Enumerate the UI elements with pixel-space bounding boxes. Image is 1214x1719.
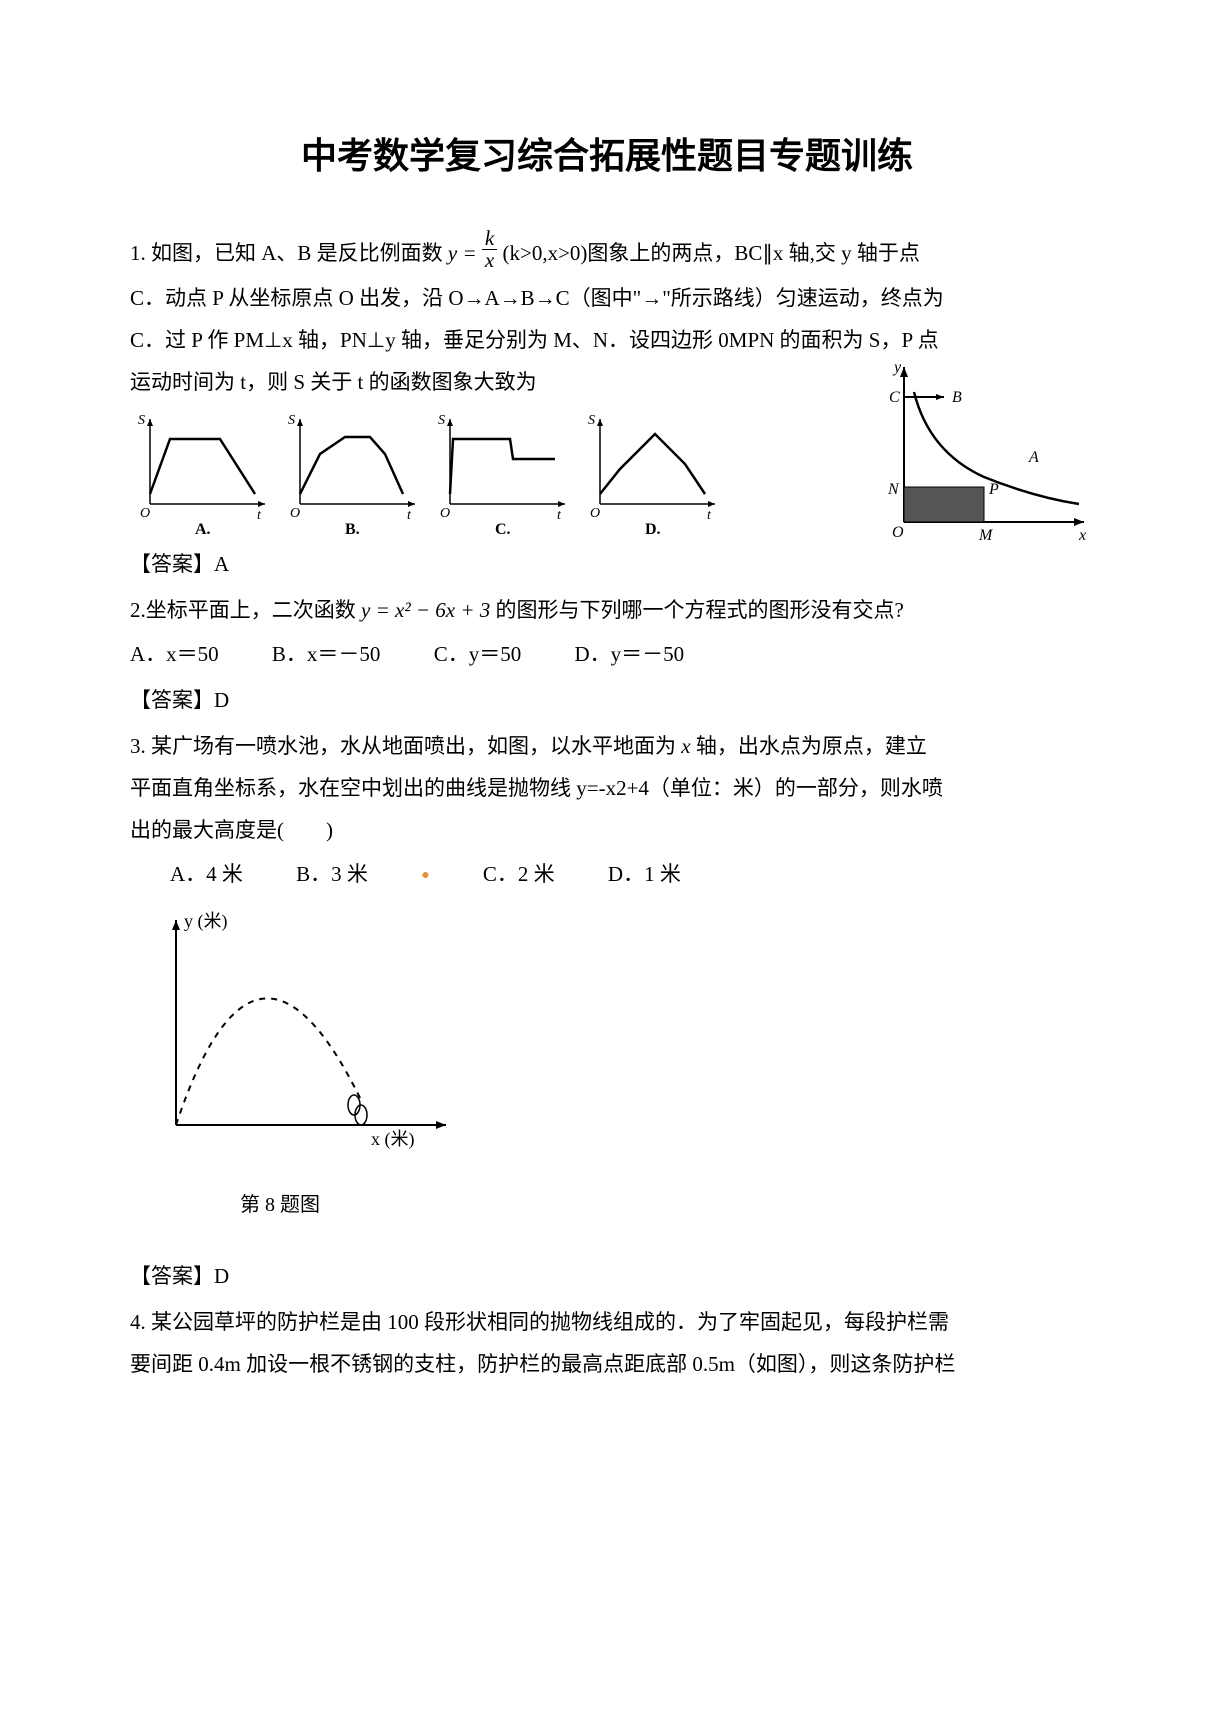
q2-option-D: D．y＝－50 bbox=[574, 633, 684, 675]
choice-label-D: D. bbox=[645, 521, 661, 538]
q3-option-B: B．3 米 bbox=[296, 853, 368, 895]
point-N: N bbox=[887, 481, 900, 498]
q2-formula: y = x² − 6x + 3 bbox=[361, 598, 490, 622]
q1-fraction: k x bbox=[482, 228, 497, 271]
q1-answer: 【答案】A bbox=[130, 543, 1084, 585]
orange-dot-icon: ● bbox=[421, 862, 429, 890]
q2-option-B: B．x＝－50 bbox=[272, 633, 381, 675]
q3-x-label: x (米) bbox=[371, 1129, 415, 1150]
q4-text-2: 要间距 0.4m 加设一根不锈钢的支柱，防护栏的最高点距底部 0.5m（如图），… bbox=[130, 1343, 1084, 1385]
q3-text-3: 出的最大高度是( ) bbox=[130, 809, 1084, 851]
q1-formula-eq: y = bbox=[448, 241, 477, 265]
axis-t: t bbox=[707, 508, 712, 523]
point-P: P bbox=[988, 481, 999, 498]
q1-choice-D: S O t D. bbox=[580, 409, 730, 539]
axis-O: O bbox=[590, 506, 600, 521]
q2-answer: 【答案】D bbox=[130, 679, 1084, 721]
q1-choice-C: S O t C. bbox=[430, 409, 580, 539]
question-1: 1. 如图，已知 A、B 是反比例面数 y = k x (k>0,x>0)图象上… bbox=[130, 232, 1084, 585]
q3-figure: y (米) x (米) bbox=[136, 905, 466, 1165]
point-B: B bbox=[952, 389, 962, 406]
q2-option-A: A．x＝50 bbox=[130, 633, 219, 675]
axis-origin-label: O bbox=[892, 524, 904, 541]
q1-text-2: C．动点 P 从坐标原点 O 出发，沿 O→A→B→C（图中"→"所示路线）匀速… bbox=[130, 277, 1084, 319]
q3-option-D: D．1 米 bbox=[608, 853, 681, 895]
q3-text-1a: 3. 某广场有一喷水池，水从地面喷出，如图，以水平地面为 bbox=[130, 734, 681, 758]
axis-S: S bbox=[438, 413, 445, 428]
question-3: 3. 某广场有一喷水池，水从地面喷出，如图，以水平地面为 x 轴，出水点为原点，… bbox=[130, 725, 1084, 1297]
q1-frac-den: x bbox=[482, 250, 497, 271]
q4-text-1: 4. 某公园草坪的防护栏是由 100 段形状相同的抛物线组成的．为了牢固起见，每… bbox=[130, 1301, 1084, 1343]
choice-label-A: A. bbox=[195, 521, 211, 538]
q2-option-C: C．y＝50 bbox=[434, 633, 522, 675]
point-C: C bbox=[889, 389, 900, 406]
q3-options: A．4 米 B．3 米 ● C．2 米 D．1 米 bbox=[130, 853, 1084, 895]
q3-option-C: C．2 米 bbox=[483, 853, 555, 895]
q3-answer: 【答案】D bbox=[130, 1255, 1084, 1297]
axis-O: O bbox=[290, 506, 300, 521]
axis-O: O bbox=[440, 506, 450, 521]
q2-options: A．x＝50 B．x＝－50 C．y＝50 D．y＝－50 bbox=[130, 633, 1084, 675]
point-M: M bbox=[978, 527, 994, 542]
q1-frac-num: k bbox=[482, 228, 497, 250]
q3-text-2: 平面直角坐标系，水在空中划出的曲线是抛物线 y=-x2+4（单位：米）的一部分，… bbox=[130, 767, 1084, 809]
q3-text-1b: 轴，出水点为原点，建立 bbox=[696, 734, 927, 758]
q3-x-var: x bbox=[681, 734, 690, 758]
axis-S: S bbox=[288, 413, 295, 428]
q2-text-1b: 的图形与下列哪一个方程式的图形没有交点? bbox=[496, 598, 904, 622]
choice-label-C: C. bbox=[495, 521, 511, 538]
point-A: A bbox=[1028, 449, 1039, 466]
axis-S: S bbox=[138, 413, 145, 428]
q3-y-label: y (米) bbox=[184, 911, 228, 932]
q1-choice-A: S O t A. bbox=[130, 409, 280, 539]
axis-t: t bbox=[257, 508, 262, 523]
axis-y-label: y bbox=[892, 362, 902, 376]
q1-text-1a: 1. 如图，已知 A、B 是反比例面数 bbox=[130, 241, 448, 265]
question-4: 4. 某公园草坪的防护栏是由 100 段形状相同的抛物线组成的．为了牢固起见，每… bbox=[130, 1301, 1084, 1385]
q1-text-1b: (k>0,x>0)图象上的两点，BC∥x 轴,交 y 轴于点 bbox=[503, 241, 920, 265]
question-2: 2.坐标平面上，二次函数 y = x² − 6x + 3 的图形与下列哪一个方程… bbox=[130, 589, 1084, 721]
choice-label-B: B. bbox=[345, 521, 360, 538]
axis-t: t bbox=[407, 508, 412, 523]
q1-choice-B: S O t B. bbox=[280, 409, 430, 539]
q1-side-figure: y O x C B A N P M bbox=[874, 362, 1094, 542]
page-title: 中考数学复习综合拓展性题目专题训练 bbox=[130, 120, 1084, 192]
axis-S: S bbox=[588, 413, 595, 428]
q3-caption: 第 8 题图 bbox=[240, 1185, 1084, 1225]
q2-text-1a: 2.坐标平面上，二次函数 bbox=[130, 598, 361, 622]
q3-option-A: A．4 米 bbox=[170, 853, 243, 895]
axis-t: t bbox=[557, 508, 562, 523]
axis-O: O bbox=[140, 506, 150, 521]
axis-x-label: x bbox=[1078, 527, 1086, 542]
q1-text-3: C．过 P 作 PM⊥x 轴，PN⊥y 轴，垂足分别为 M、N．设四边形 0MP… bbox=[130, 319, 1084, 361]
